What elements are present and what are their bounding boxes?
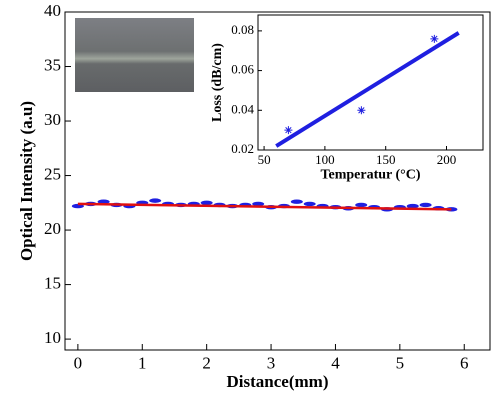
x-tick-label: 0 <box>74 353 83 372</box>
data-point <box>200 200 213 206</box>
y-tick-label: 40 <box>44 1 61 20</box>
x-tick-label: 100 <box>315 152 335 167</box>
y-tick-label: 20 <box>44 219 61 238</box>
data-point <box>303 201 316 207</box>
data-point <box>97 199 110 204</box>
x-axis-label: Temperatur (°C) <box>320 168 420 183</box>
x-tick-label: 6 <box>460 353 469 372</box>
x-tick-label: 2 <box>202 353 211 372</box>
y-tick-label: 30 <box>44 110 61 129</box>
y-tick-label: 0.08 <box>231 22 254 37</box>
y-axis-label: Optical Intensity (a.u) <box>17 101 36 261</box>
data-point <box>406 203 419 209</box>
x-tick-label: 50 <box>258 152 271 167</box>
fit-line <box>275 31 460 148</box>
y-axis-label: Loss (dB/cm) <box>210 43 225 122</box>
plot-area <box>257 14 484 151</box>
y-tick-label: 0.06 <box>231 62 254 77</box>
y-tick-label: 15 <box>44 273 61 292</box>
data-point <box>284 126 293 135</box>
x-tick-label: 1 <box>138 353 147 372</box>
y-tick-label: 25 <box>44 164 61 183</box>
x-axis-label: Distance(mm) <box>227 372 329 391</box>
y-tick-label: 35 <box>44 55 61 74</box>
data-point <box>355 202 368 208</box>
y-tick-label: 0.04 <box>231 101 254 116</box>
x-tick-label: 200 <box>437 152 457 167</box>
data-point <box>290 199 303 204</box>
x-tick-label: 3 <box>267 353 276 372</box>
data-point <box>252 201 265 207</box>
y-tick-label: 0.02 <box>231 141 254 156</box>
fit-line <box>77 202 452 211</box>
data-point <box>149 198 162 203</box>
data-point <box>357 106 366 115</box>
data-point <box>419 202 432 208</box>
x-tick-label: 5 <box>396 353 405 372</box>
data-point <box>430 34 439 43</box>
inset-photo <box>75 18 194 92</box>
x-tick-label: 4 <box>331 353 340 372</box>
y-tick-label: 10 <box>44 328 61 347</box>
x-tick-label: 150 <box>376 152 396 167</box>
